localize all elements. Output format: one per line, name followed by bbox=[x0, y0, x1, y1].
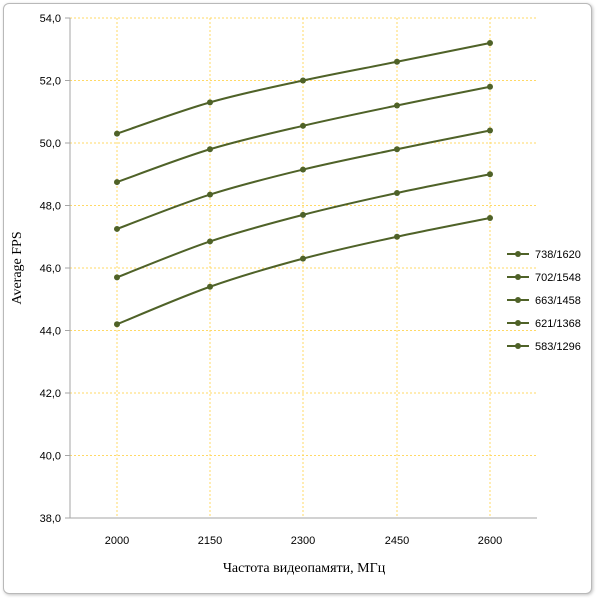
y-tick-label: 44,0 bbox=[40, 326, 61, 338]
data-point bbox=[487, 83, 493, 90]
data-point bbox=[487, 40, 493, 46]
y-tick-label: 46,0 bbox=[40, 263, 61, 275]
legend-label: 583/1296 bbox=[535, 341, 581, 353]
data-point bbox=[114, 130, 120, 137]
axes bbox=[65, 17, 537, 519]
x-tick-label: 2150 bbox=[198, 535, 222, 547]
data-point bbox=[394, 146, 400, 153]
data-point bbox=[114, 321, 120, 328]
data-point bbox=[207, 283, 213, 290]
data-point bbox=[300, 255, 306, 262]
x-axis-title: Частота видеопамяти, МГц bbox=[223, 561, 386, 576]
y-tick-label: 54,0 bbox=[40, 13, 61, 25]
data-point bbox=[114, 225, 120, 232]
data-point bbox=[300, 166, 306, 173]
y-tick-label: 52,0 bbox=[40, 76, 61, 88]
data-point bbox=[487, 215, 493, 221]
y-tick-label: 50,0 bbox=[40, 138, 61, 150]
tick-labels: 38,0 40,0 42,0 44,0 46,0 48,0 50,0 52,0 54,0 2000… bbox=[40, 13, 503, 547]
legend: 738/1620 702/1548 663/1458 621/1368 583/1296 bbox=[507, 249, 581, 353]
data-point bbox=[114, 274, 120, 281]
data-point bbox=[300, 77, 306, 84]
legend-swatch-marker bbox=[515, 251, 521, 257]
series-line-621-1368 bbox=[116, 173, 491, 279]
data-point bbox=[300, 122, 306, 129]
data-point bbox=[207, 99, 213, 106]
legend-swatch-marker bbox=[515, 274, 521, 280]
y-tick-label: 42,0 bbox=[40, 388, 61, 400]
legend-swatch-marker bbox=[515, 297, 521, 303]
data-point bbox=[114, 179, 120, 186]
legend-swatch-marker bbox=[515, 320, 521, 326]
data-point bbox=[207, 191, 213, 198]
data-point bbox=[487, 171, 493, 178]
data-point bbox=[394, 190, 400, 196]
x-tick-label: 2000 bbox=[105, 535, 129, 547]
legend-label: 621/1368 bbox=[535, 318, 581, 330]
series-group bbox=[114, 40, 493, 328]
series-line-738-1620 bbox=[116, 42, 491, 135]
legend-label: 702/1548 bbox=[535, 272, 581, 284]
data-point bbox=[487, 127, 493, 134]
chart-frame bbox=[3, 3, 592, 594]
data-point bbox=[300, 211, 306, 218]
grid-lines bbox=[70, 17, 537, 518]
y-tick-label: 48,0 bbox=[40, 201, 61, 213]
data-point bbox=[207, 146, 213, 153]
legend-label: 738/1620 bbox=[535, 249, 581, 261]
y-tick-label: 40,0 bbox=[40, 451, 61, 463]
legend-swatch-marker bbox=[515, 343, 521, 349]
y-tick-label: 38,0 bbox=[40, 513, 61, 525]
data-point bbox=[394, 58, 400, 65]
x-tick-label: 2600 bbox=[478, 535, 502, 547]
y-axis-title: Average FPS bbox=[10, 231, 25, 304]
x-tick-label: 2300 bbox=[291, 535, 315, 547]
data-point bbox=[207, 238, 213, 245]
x-tick-label: 2450 bbox=[385, 535, 409, 547]
data-point bbox=[394, 102, 400, 109]
legend-label: 663/1458 bbox=[535, 295, 581, 307]
data-point bbox=[394, 233, 400, 240]
